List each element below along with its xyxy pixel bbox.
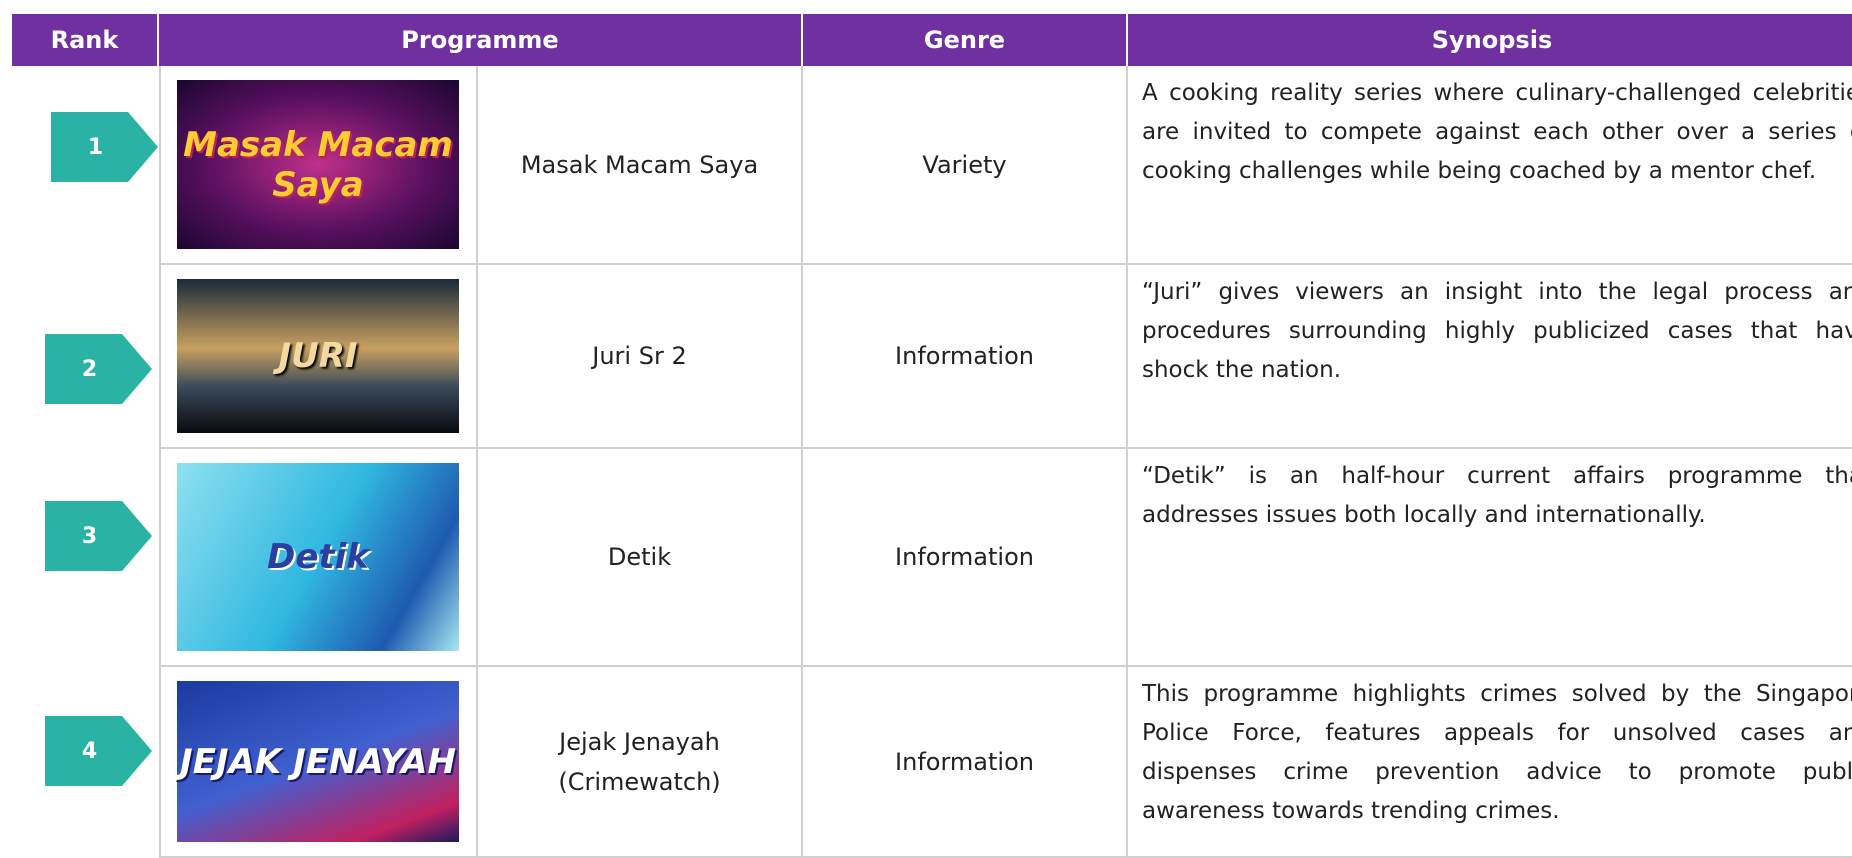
rank-badge: 1	[51, 112, 158, 182]
image-cell	[159, 449, 478, 667]
synopsis: This programme highlights crimes solved …	[1128, 667, 1852, 858]
synopsis-text: This programme highlights crimes solved …	[1142, 681, 1852, 824]
synopsis: “Juri” gives viewers an insight into the…	[1128, 265, 1852, 449]
programme-image: JEJAK JENAYAH	[177, 681, 459, 842]
programme-name: Detik	[478, 449, 803, 667]
programme-image: Masak Macam Saya	[177, 80, 459, 249]
genre: Variety	[803, 66, 1128, 265]
image-cell	[159, 66, 478, 265]
programme-name: Juri Sr 2	[478, 265, 803, 449]
header-genre: Genre	[803, 14, 1128, 66]
programme-name: Jejak Jenayah (Crimewatch)	[478, 667, 803, 858]
rank-badge: 4	[45, 716, 152, 786]
synopsis-text: A cooking reality series where culinary-…	[1142, 80, 1852, 184]
programme-image: JURI	[177, 279, 459, 433]
synopsis: “Detik” is an half-hour current affairs …	[1128, 449, 1852, 667]
header-synopsis: Synopsis	[1128, 14, 1852, 66]
genre: Information	[803, 667, 1128, 858]
rank-badge: 2	[45, 334, 152, 404]
synopsis-text: “Juri” gives viewers an insight into the…	[1142, 279, 1852, 383]
genre: Information	[803, 449, 1128, 667]
programme-name: Masak Macam Saya	[478, 66, 803, 265]
header-programme: Programme	[159, 14, 803, 66]
synopsis: A cooking reality series where culinary-…	[1128, 66, 1852, 265]
programme-image: Detik	[177, 463, 459, 651]
image-cell	[159, 667, 478, 858]
header-rank: Rank	[12, 14, 159, 66]
genre: Information	[803, 265, 1128, 449]
image-cell	[159, 265, 478, 449]
synopsis-text: “Detik” is an half-hour current affairs …	[1142, 463, 1852, 528]
rank-badge: 3	[45, 501, 152, 571]
